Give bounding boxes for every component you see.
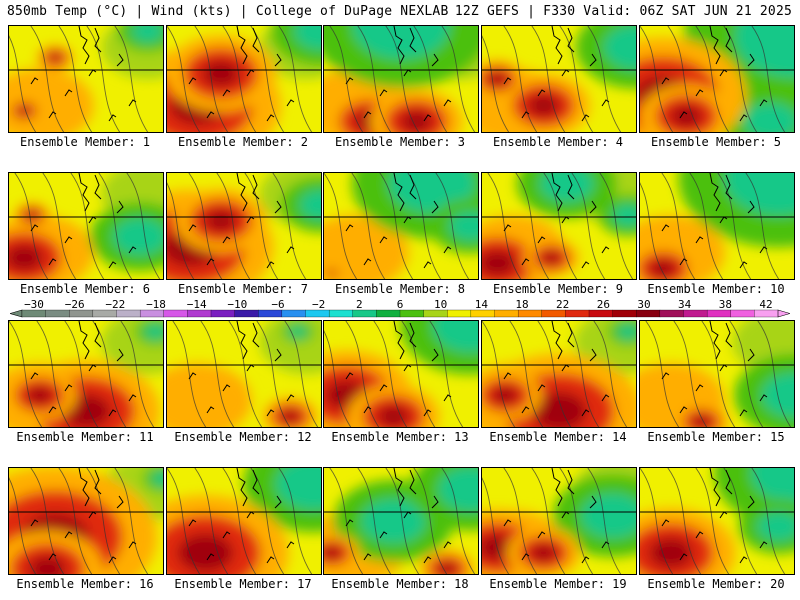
- ensemble-member-label: Ensemble Member: 10: [647, 282, 785, 296]
- colorbar-tick-label: −26: [65, 300, 85, 311]
- ensemble-member-map: [639, 467, 795, 575]
- ensemble-member-map: [481, 25, 637, 133]
- ensemble-member-map: [639, 25, 795, 133]
- ensemble-member-map: [8, 172, 164, 280]
- ensemble-member-label: Ensemble Member: 14: [489, 430, 627, 444]
- ensemble-member-label: Ensemble Member: 13: [331, 430, 469, 444]
- ensemble-member-map: [166, 25, 322, 133]
- ensemble-member-map: [639, 320, 795, 428]
- ensemble-member-map: [8, 320, 164, 428]
- colorbar-tick-label: −2: [312, 300, 325, 311]
- colorbar-tick-label: 34: [678, 300, 692, 311]
- colorbar-tick-label: 14: [475, 300, 489, 311]
- colorbar-tick-label: 22: [556, 300, 569, 311]
- colorbar-tick-label: 10: [434, 300, 447, 311]
- ensemble-member-label: Ensemble Member: 11: [16, 430, 154, 444]
- ensemble-member-map: [166, 172, 322, 280]
- ensemble-member-label: Ensemble Member: 16: [16, 577, 154, 591]
- ensemble-member-map: [323, 172, 479, 280]
- colorbar-tick-label: −18: [146, 300, 166, 311]
- ensemble-member-label: Ensemble Member: 6: [19, 282, 151, 296]
- temperature-colorbar: −30 −26 −22 −18 −14 −10 −6 −2 2 6 10 14 18 22 26 30 34 38…: [10, 300, 790, 318]
- ensemble-member-map: [481, 320, 637, 428]
- ensemble-member-map: [323, 320, 479, 428]
- ensemble-member-map: [639, 172, 795, 280]
- colorbar-tick-label: 38: [719, 300, 732, 311]
- colorbar-tick-label: 42: [759, 300, 772, 311]
- ensemble-member-map: [323, 25, 479, 133]
- model-valid-time: 12Z GEFS | F330 Valid: 06Z SAT JUN 21 20…: [454, 4, 792, 19]
- colorbar-tick-label: 2: [356, 300, 363, 311]
- colorbar-tick-label: 18: [515, 300, 528, 311]
- ensemble-member-label: Ensemble Member: 18: [331, 577, 469, 591]
- ensemble-member-map: [481, 172, 637, 280]
- ensemble-member-label: Ensemble Member: 3: [334, 135, 466, 149]
- ensemble-member-label: Ensemble Member: 7: [177, 282, 309, 296]
- ensemble-member-label: Ensemble Member: 19: [489, 577, 627, 591]
- ensemble-member-label: Ensemble Member: 4: [492, 135, 624, 149]
- ensemble-member-label: Ensemble Member: 9: [492, 282, 624, 296]
- ensemble-member-label: Ensemble Member: 8: [334, 282, 466, 296]
- ensemble-member-map: [8, 467, 164, 575]
- colorbar-tick-label: −14: [187, 300, 207, 311]
- ensemble-member-label: Ensemble Member: 2: [177, 135, 309, 149]
- colorbar-tick-label: −6: [271, 300, 284, 311]
- ensemble-member-map: [8, 25, 164, 133]
- ensemble-member-label: Ensemble Member: 17: [174, 577, 312, 591]
- ensemble-member-label: Ensemble Member: 12: [174, 430, 312, 444]
- ensemble-member-map: [166, 320, 322, 428]
- ensemble-member-label: Ensemble Member: 20: [647, 577, 785, 591]
- ensemble-member-label: Ensemble Member: 15: [647, 430, 785, 444]
- colorbar-tick-label: −10: [227, 300, 247, 311]
- ensemble-member-map: [323, 467, 479, 575]
- colorbar-tick-label: 30: [637, 300, 650, 311]
- ensemble-member-map: [481, 467, 637, 575]
- colorbar-tick-label: 6: [397, 300, 404, 311]
- map-title: 850mb Temp (°C) | Wind (kts) | College o…: [7, 4, 449, 19]
- colorbar-tick-label: 26: [597, 300, 610, 311]
- colorbar-tick-label: −30: [24, 300, 44, 311]
- ensemble-member-map: [166, 467, 322, 575]
- ensemble-member-label: Ensemble Member: 1: [19, 135, 151, 149]
- ensemble-member-label: Ensemble Member: 5: [650, 135, 782, 149]
- colorbar-tick-label: −22: [105, 300, 125, 311]
